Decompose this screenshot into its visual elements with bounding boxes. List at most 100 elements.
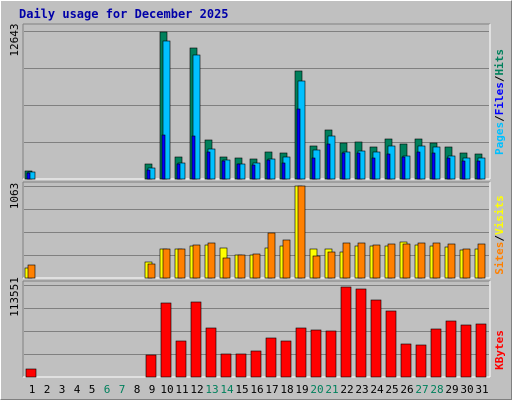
kbytes-bar <box>25 368 37 378</box>
gridlines <box>24 31 489 355</box>
pages-bar <box>192 54 201 180</box>
kbytes-bar <box>160 302 172 378</box>
kbytes-bar <box>340 286 352 378</box>
legend-kbytes: KBytes <box>493 330 506 370</box>
kbytes-bar <box>430 328 442 378</box>
sites-bar <box>27 264 36 279</box>
files-bar <box>461 160 466 180</box>
day-label: 23 <box>355 383 368 396</box>
day-label: 3 <box>59 383 66 396</box>
sites-bar <box>192 244 201 279</box>
day-label: 2 <box>44 383 51 396</box>
sites-bar <box>297 185 306 279</box>
files-bar <box>161 134 166 180</box>
files-bar <box>266 159 271 180</box>
legend-sep-1: / <box>493 115 506 122</box>
day-label: 19 <box>295 383 308 396</box>
bottom-max-label: 113551 <box>8 277 21 317</box>
kbytes-bar <box>460 324 472 378</box>
sites-bar <box>252 253 261 279</box>
legend-hits: Hits <box>493 49 506 76</box>
sites-bar <box>417 242 426 279</box>
files-bar <box>476 160 481 180</box>
day-label: 18 <box>280 383 293 396</box>
day-label: 13 <box>205 383 218 396</box>
sites-bar <box>162 248 171 279</box>
sites-bar <box>222 257 231 279</box>
sites-bar <box>402 243 411 279</box>
kbytes-bar <box>475 323 487 378</box>
day-label: 7 <box>119 383 126 396</box>
sites-bar <box>312 255 321 279</box>
files-bar <box>296 108 301 180</box>
day-label: 28 <box>430 383 443 396</box>
kbytes-bar <box>445 320 457 378</box>
day-label: 22 <box>340 383 353 396</box>
files-bar <box>281 162 286 180</box>
sites-bar <box>462 248 471 279</box>
files-bar <box>416 151 421 180</box>
sites-bar <box>177 248 186 279</box>
day-label: 11 <box>175 383 188 396</box>
legend-sites: Sites <box>493 242 506 275</box>
day-label: 6 <box>104 383 111 396</box>
pages-bar <box>162 40 171 180</box>
files-bar <box>236 163 241 180</box>
files-bar <box>311 157 316 180</box>
chart-bars <box>24 31 487 378</box>
kbytes-bar <box>145 354 157 378</box>
day-label: 30 <box>460 383 473 396</box>
kbytes-bar <box>220 353 232 378</box>
files-bar <box>401 156 406 180</box>
kbytes-bar <box>295 327 307 378</box>
files-bar <box>371 157 376 180</box>
legend-middle: Sites/Visits <box>493 195 506 275</box>
kbytes-bar <box>235 353 247 378</box>
top-max-label: 12643 <box>8 23 21 56</box>
kbytes-bar <box>265 337 277 378</box>
legend-pages: Pages <box>493 122 506 155</box>
sites-bar <box>432 242 441 279</box>
legend-files: Files <box>493 82 506 115</box>
day-label: 10 <box>160 383 173 396</box>
files-bar <box>191 135 196 180</box>
day-label: 26 <box>400 383 413 396</box>
day-label: 27 <box>415 383 428 396</box>
files-bar <box>326 143 331 180</box>
chart-title: Daily usage for December 2025 <box>19 7 229 21</box>
sites-bar <box>327 251 336 279</box>
day-label: 20 <box>310 383 323 396</box>
day-label: 16 <box>250 383 263 396</box>
day-label: 25 <box>385 383 398 396</box>
day-label: 9 <box>149 383 156 396</box>
sites-bar <box>147 263 156 279</box>
kbytes-bar <box>400 343 412 378</box>
day-label: 14 <box>220 383 234 396</box>
kbytes-bar <box>385 310 397 378</box>
kbytes-bar <box>415 344 427 378</box>
files-bar <box>446 157 451 180</box>
kbytes-bar <box>175 340 187 378</box>
kbytes-bar <box>370 299 382 378</box>
sites-bar <box>207 242 216 279</box>
files-bar <box>431 152 436 180</box>
kbytes-bar <box>325 330 337 378</box>
day-label: 17 <box>265 383 278 396</box>
legend-bottom: KBytes <box>493 330 506 370</box>
files-bar <box>341 152 346 180</box>
kbytes-bar <box>250 350 262 378</box>
legend-top: Pages/Files/Hits <box>493 49 506 155</box>
legend-sep-3: / <box>493 235 506 242</box>
day-label: 31 <box>475 383 488 396</box>
sites-bar <box>447 243 456 279</box>
day-labels: 1 2 3 4 5 6 7 8 9 10 11 12 13 14 15 16 17 18 19 20 21 22 23 24 2… <box>29 383 489 396</box>
day-label: 8 <box>134 383 141 396</box>
day-label: 21 <box>325 383 338 396</box>
kbytes-bar <box>190 301 202 378</box>
files-bar <box>176 163 181 180</box>
files-bar <box>221 160 226 180</box>
files-bar <box>26 172 31 180</box>
files-bar <box>206 151 211 180</box>
kbytes-bar <box>205 327 217 378</box>
